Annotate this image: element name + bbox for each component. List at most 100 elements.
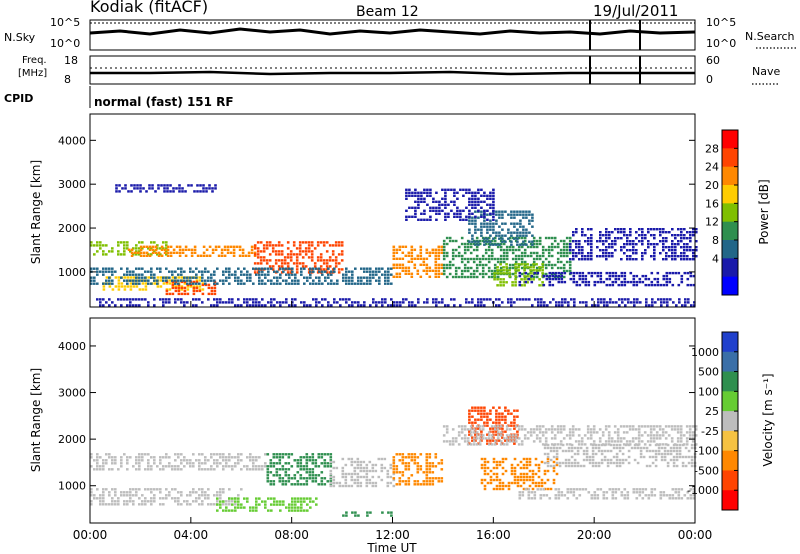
- power-cell: [665, 255, 668, 258]
- power-cell: [520, 251, 524, 255]
- velocity-cell: [410, 453, 414, 456]
- power-cell: [118, 190, 121, 193]
- power-cell: [165, 298, 168, 301]
- power-cell: [675, 304, 678, 307]
- power-cell: [135, 304, 138, 307]
- velocity-cell: [165, 465, 168, 468]
- velocity-cell: [546, 478, 550, 482]
- power-cell: [172, 187, 175, 190]
- velocity-cell: [240, 488, 243, 491]
- velocity-cell: [516, 463, 520, 467]
- velocity-cell: [468, 409, 471, 412]
- velocity-cell: [558, 461, 562, 465]
- velocity-cell: [508, 428, 512, 431]
- velocity-cell: [559, 428, 563, 431]
- power-cell: [285, 279, 288, 282]
- velocity-cell: [625, 425, 629, 428]
- velocity-cell: [504, 439, 507, 442]
- power-cell: [477, 209, 480, 212]
- velocity-cell: [636, 446, 640, 450]
- power-cell: [468, 240, 471, 243]
- power-cell: [437, 254, 441, 257]
- power-cell: [596, 255, 599, 258]
- power-cell: [398, 263, 402, 266]
- velocity-cell: [495, 475, 499, 479]
- power-cell: [638, 277, 642, 281]
- velocity-cell: [362, 469, 366, 473]
- power-cell: [444, 197, 447, 200]
- velocity-cell: [177, 497, 180, 500]
- power-cell: [558, 304, 561, 307]
- velocity-cell: [486, 460, 490, 464]
- velocity-cell: [592, 431, 596, 434]
- power-cell: [636, 301, 639, 304]
- velocity-cell: [162, 503, 165, 506]
- velocity-cell: [580, 440, 584, 443]
- power-cell: [130, 248, 134, 251]
- velocity-cell: [533, 494, 537, 497]
- velocity-cell: [493, 443, 497, 446]
- velocity-cell: [466, 428, 470, 431]
- velocity-cell: [275, 453, 279, 456]
- power-band: [96, 298, 696, 307]
- velocity-cell: [648, 455, 652, 459]
- power-cell: [573, 301, 576, 304]
- velocity-cell: [586, 428, 590, 431]
- power-cell: [559, 239, 563, 243]
- power-cell: [414, 200, 417, 203]
- power-cell: [410, 260, 414, 263]
- velocity-cell: [246, 465, 249, 468]
- power-cell: [414, 215, 417, 218]
- power-cell: [435, 200, 438, 203]
- power-cell: [249, 273, 252, 276]
- velocity-cell: [335, 481, 339, 485]
- power-cell: [499, 257, 503, 261]
- power-cell: [210, 289, 214, 293]
- velocity-cell: [323, 465, 327, 468]
- power-cell: [590, 243, 593, 246]
- power-cell: [252, 301, 255, 304]
- power-cell: [277, 250, 281, 253]
- velocity-cell: [502, 443, 506, 446]
- power-cell: [581, 258, 584, 261]
- power-cell: [462, 194, 465, 197]
- power-cell: [641, 274, 645, 278]
- velocity-cell: [691, 431, 695, 434]
- power-cell: [264, 304, 267, 307]
- velocity-cell: [585, 455, 589, 459]
- power-cell: [420, 218, 423, 221]
- power-cell: [484, 257, 488, 261]
- velocity-cell: [386, 472, 390, 476]
- power-ytick-label: 3000: [58, 178, 86, 191]
- power-cell: [334, 256, 338, 259]
- power-cell: [429, 191, 432, 194]
- velocity-band: [90, 453, 267, 471]
- power-cell: [259, 262, 263, 265]
- power-cell: [378, 282, 381, 285]
- power-cell: [401, 257, 405, 260]
- velocity-cell: [557, 497, 561, 500]
- power-cell: [309, 276, 312, 279]
- velocity-cell: [102, 503, 105, 506]
- power-colorbar-swatch: [722, 258, 738, 278]
- power-cell: [90, 267, 93, 270]
- velocity-cell: [237, 453, 240, 456]
- power-cell: [177, 279, 180, 282]
- power-cell: [520, 263, 523, 266]
- velocity-cell: [673, 428, 677, 431]
- power-cell: [568, 239, 572, 243]
- power-cell: [279, 273, 282, 276]
- power-cell: [408, 301, 411, 304]
- velocity-cell: [407, 465, 411, 468]
- power-cell: [556, 245, 560, 249]
- velocity-cell: [489, 481, 493, 485]
- velocity-cell: [201, 488, 204, 491]
- power-cell: [342, 276, 345, 279]
- power-cell: [644, 274, 648, 278]
- power-cell: [168, 301, 171, 304]
- power-cell: [267, 273, 270, 276]
- power-cell: [608, 271, 612, 275]
- power-cell: [507, 231, 510, 234]
- velocity-cell: [425, 483, 429, 486]
- velocity-cell: [504, 457, 508, 461]
